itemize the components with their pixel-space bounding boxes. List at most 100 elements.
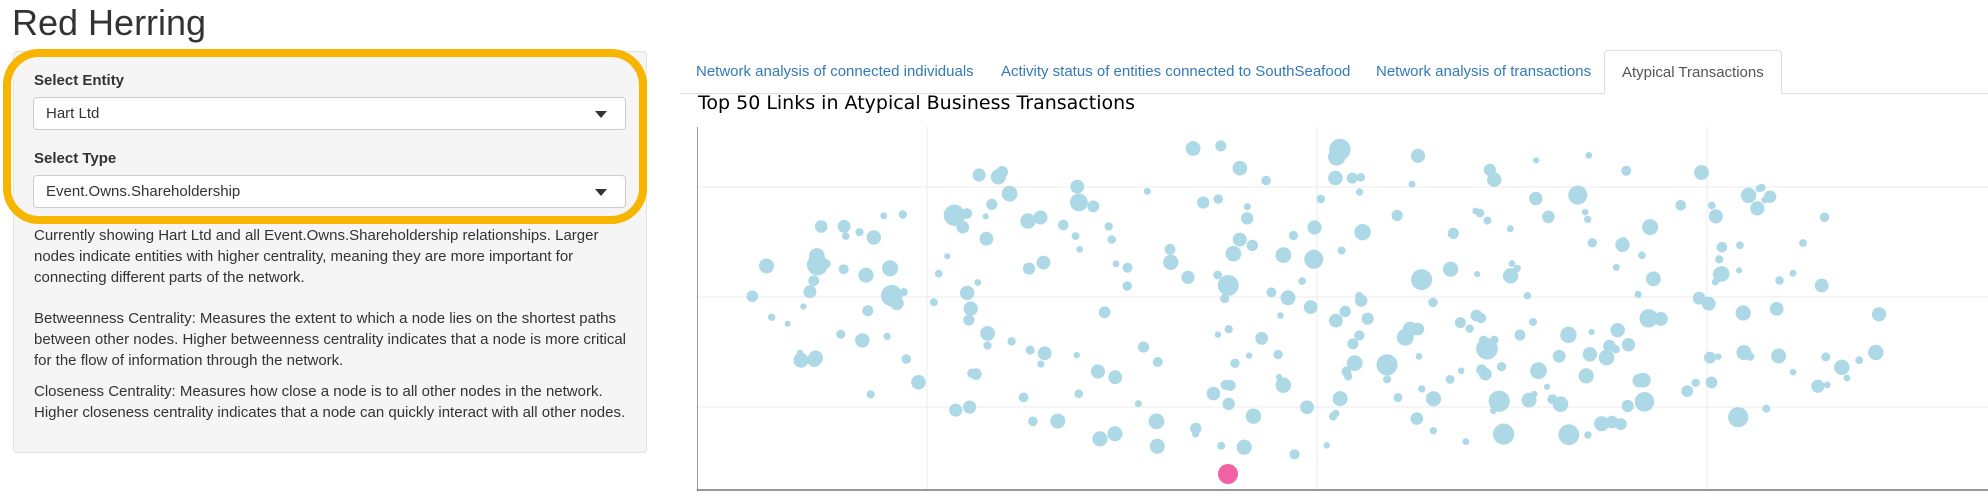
network-node[interactable] xyxy=(1192,430,1200,438)
network-node[interactable] xyxy=(784,320,791,327)
network-node[interactable] xyxy=(1104,222,1113,231)
network-node[interactable] xyxy=(1122,262,1133,273)
network-node[interactable] xyxy=(1638,251,1646,259)
network-node[interactable] xyxy=(1217,441,1226,450)
network-node[interactable] xyxy=(1691,378,1700,387)
network-node[interactable] xyxy=(1789,368,1797,376)
network-node[interactable] xyxy=(1769,302,1784,316)
network-node[interactable] xyxy=(980,326,995,341)
network-node[interactable] xyxy=(1542,210,1555,224)
network-node[interactable] xyxy=(1214,331,1222,338)
network-node[interactable] xyxy=(1472,207,1480,215)
network-node[interactable] xyxy=(1639,309,1658,328)
network-node[interactable] xyxy=(1411,269,1433,291)
network-node[interactable] xyxy=(1735,305,1751,321)
network-node[interactable] xyxy=(1273,349,1283,360)
selected-entity-node[interactable] xyxy=(1218,464,1238,484)
network-node[interactable] xyxy=(1736,241,1744,250)
network-node[interactable] xyxy=(963,314,975,326)
network-node[interactable] xyxy=(1025,345,1035,355)
network-node[interactable] xyxy=(1598,349,1615,366)
network-node[interactable] xyxy=(949,403,963,417)
network-node[interactable] xyxy=(1001,185,1018,202)
network-node[interactable] xyxy=(1036,255,1051,270)
network-node[interactable] xyxy=(1823,381,1831,389)
network-node[interactable] xyxy=(1346,172,1358,184)
network-node[interactable] xyxy=(1490,335,1499,345)
network-node[interactable] xyxy=(1236,439,1252,455)
network-node[interactable] xyxy=(1393,393,1403,403)
network-node[interactable] xyxy=(1304,249,1324,269)
network-node[interactable] xyxy=(1033,210,1048,225)
network-node[interactable] xyxy=(866,390,875,399)
tab-connected-individuals[interactable]: Network analysis of connected individual… xyxy=(696,63,974,80)
network-node[interactable] xyxy=(858,267,874,283)
network-node[interactable] xyxy=(821,259,831,269)
network-node[interactable] xyxy=(837,219,851,233)
network-node[interactable] xyxy=(1635,372,1651,388)
network-node[interactable] xyxy=(1245,408,1262,424)
network-node[interactable] xyxy=(898,210,907,219)
network-node[interactable] xyxy=(1246,239,1258,252)
network-node[interactable] xyxy=(1799,239,1807,247)
network-node[interactable] xyxy=(1736,345,1752,361)
network-node[interactable] xyxy=(1490,407,1497,414)
network-node[interactable] xyxy=(1646,271,1661,287)
network-node[interactable] xyxy=(911,375,926,390)
network-node[interactable] xyxy=(1230,358,1240,368)
network-node[interactable] xyxy=(1530,362,1547,380)
network-node[interactable] xyxy=(1076,246,1083,253)
network-node[interactable] xyxy=(972,168,986,182)
network-node[interactable] xyxy=(1610,323,1625,338)
network-nodes[interactable] xyxy=(746,138,1887,484)
network-node[interactable] xyxy=(1621,399,1634,413)
network-node[interactable] xyxy=(1197,196,1210,209)
network-node[interactable] xyxy=(1508,260,1516,267)
network-node[interactable] xyxy=(1488,390,1510,412)
network-node[interactable] xyxy=(866,230,881,245)
network-node[interactable] xyxy=(1502,268,1519,284)
network-node[interactable] xyxy=(1280,290,1296,306)
network-node[interactable] xyxy=(836,329,846,339)
network-node[interactable] xyxy=(1344,372,1353,381)
network-node[interactable] xyxy=(1307,220,1322,235)
network-node[interactable] xyxy=(1750,201,1765,216)
network-node[interactable] xyxy=(1834,359,1850,375)
network-node[interactable] xyxy=(1653,311,1668,326)
network-node[interactable] xyxy=(862,305,874,317)
network-node[interactable] xyxy=(1708,201,1716,210)
network-node[interactable] xyxy=(1462,438,1470,445)
network-node[interactable] xyxy=(1705,376,1718,389)
network-node[interactable] xyxy=(1217,275,1239,296)
network-node[interactable] xyxy=(1298,277,1306,285)
network-node[interactable] xyxy=(1728,407,1749,428)
network-node[interactable] xyxy=(1410,148,1426,163)
network-node[interactable] xyxy=(1714,353,1722,360)
network-node[interactable] xyxy=(1137,341,1150,353)
network-node[interactable] xyxy=(1224,325,1233,334)
network-node[interactable] xyxy=(842,232,850,240)
network-node[interactable] xyxy=(1232,160,1248,176)
network-node[interactable] xyxy=(808,275,820,287)
network-node[interactable] xyxy=(807,353,822,367)
network-node[interactable] xyxy=(960,285,975,301)
network-node[interactable] xyxy=(1543,383,1551,390)
network-node[interactable] xyxy=(793,352,809,368)
network-node[interactable] xyxy=(883,332,891,340)
network-node[interactable] xyxy=(1112,260,1120,268)
network-node[interactable] xyxy=(1050,413,1066,429)
network-node[interactable] xyxy=(1506,225,1514,233)
network-node[interactable] xyxy=(1483,163,1496,176)
network-node[interactable] xyxy=(1007,337,1016,346)
network-node[interactable] xyxy=(1529,191,1543,206)
network-node[interactable] xyxy=(1328,148,1346,166)
network-node[interactable] xyxy=(1560,326,1577,343)
network-node[interactable] xyxy=(1775,276,1784,285)
network-node[interactable] xyxy=(1190,422,1202,435)
network-node[interactable] xyxy=(1811,379,1825,393)
network-node[interactable] xyxy=(1715,255,1724,264)
network-node[interactable] xyxy=(1087,200,1100,213)
network-node[interactable] xyxy=(1513,264,1521,272)
network-node[interactable] xyxy=(1454,317,1466,329)
network-node[interactable] xyxy=(1266,287,1277,298)
